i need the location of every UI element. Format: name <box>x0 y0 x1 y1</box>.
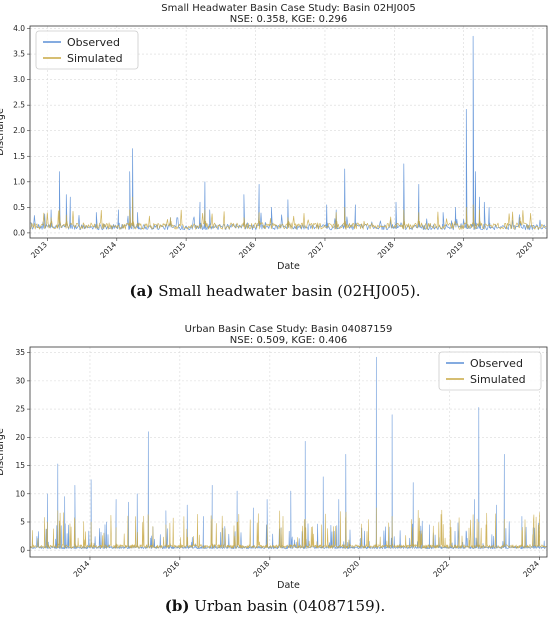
y-tick-label: 4.0 <box>13 24 25 33</box>
x-tick-label: 2018 <box>251 559 271 579</box>
caption-a-label: (a) <box>129 282 154 300</box>
caption-a: (a) Small headwater basin (02HJ005). <box>0 282 550 300</box>
y-tick-label: 2.5 <box>13 101 25 110</box>
plot-frame <box>29 346 548 558</box>
caption-b: (b) Urban basin (04087159). <box>0 597 550 615</box>
legend-box <box>438 351 542 391</box>
x-tick-label: 2024 <box>521 559 541 579</box>
caption-b-label: (b) <box>164 597 190 615</box>
chart-b: Urban Basin Case Study: Basin 04087159NS… <box>0 324 548 591</box>
x-tick-label: 2013 <box>29 240 49 260</box>
y-tick-label: 25 <box>15 405 25 414</box>
y-tick-label: 35 <box>15 348 25 357</box>
y-tick-label: 0 <box>20 546 25 555</box>
x-tick-label: 2016 <box>237 240 257 260</box>
series-line-simulated <box>30 196 547 230</box>
y-tick-label: 20 <box>15 433 25 442</box>
legend: Observed Simulated <box>438 351 542 391</box>
legend-label-simulated: Simulated <box>67 52 123 65</box>
chart-subtitle: NSE: 0.509, KGE: 0.406 <box>230 335 347 346</box>
y-tick-label: 3.0 <box>13 75 25 84</box>
x-tick-label: 2015 <box>168 240 188 260</box>
grid-lines <box>30 347 547 557</box>
legend-label-observed: Observed <box>470 357 523 370</box>
x-tick-label: 2014 <box>72 559 92 579</box>
caption-a-text: Small headwater basin (02HJ005). <box>153 282 421 300</box>
x-tick-label: 2020 <box>341 559 361 579</box>
x-tick-label: 2022 <box>431 559 451 579</box>
y-tick-label: 10 <box>15 489 25 498</box>
chart-title: Urban Basin Case Study: Basin 04087159 <box>185 324 393 335</box>
y-tick-label: 5 <box>20 518 25 527</box>
x-tick-label: 2020 <box>514 240 534 260</box>
x-axis-label: Date <box>277 261 300 272</box>
series-line-observed <box>30 35 547 231</box>
series-line-simulated <box>30 507 547 549</box>
chart-title: Small Headwater Basin Case Study: Basin … <box>161 3 415 14</box>
y-tick-label: 30 <box>15 376 25 385</box>
x-tick-label: 2019 <box>445 240 465 260</box>
figure-panel-b: Urban Basin Case Study: Basin 04087159 NS… <box>0 314 550 627</box>
y-tick-label: 1.0 <box>13 177 25 186</box>
x-axis-label: Date <box>277 580 300 591</box>
y-tick-label: 2.0 <box>13 126 25 135</box>
figure-panel-a: Small Headwater Basin Case Study: Basin … <box>0 0 550 310</box>
x-tick-label: 2014 <box>98 240 118 260</box>
grid-lines <box>30 26 547 238</box>
y-axis-label: Discharge <box>0 108 6 156</box>
caption-b-text: Urban basin (04087159). <box>189 597 386 615</box>
legend-label-observed: Observed <box>67 36 120 49</box>
y-tick-label: 0.5 <box>13 203 25 212</box>
x-tick-label: 2017 <box>307 240 327 260</box>
y-tick-label: 15 <box>15 461 25 470</box>
chart-subtitle: NSE: 0.358, KGE: 0.296 <box>230 14 347 25</box>
legend-label-simulated: Simulated <box>470 373 526 386</box>
plot-frame <box>29 25 548 239</box>
legend: Observed Simulated <box>35 30 139 70</box>
x-tick-label: 2018 <box>376 240 396 260</box>
chart-a: Small Headwater Basin Case Study: Basin … <box>0 3 548 272</box>
y-axis-label: Discharge <box>0 428 6 476</box>
legend-box <box>35 30 139 70</box>
y-tick-label: 1.5 <box>13 152 25 161</box>
y-tick-label: 3.5 <box>13 50 25 59</box>
y-tick-label: 0.0 <box>13 228 25 237</box>
x-tick-label: 2016 <box>161 559 181 579</box>
